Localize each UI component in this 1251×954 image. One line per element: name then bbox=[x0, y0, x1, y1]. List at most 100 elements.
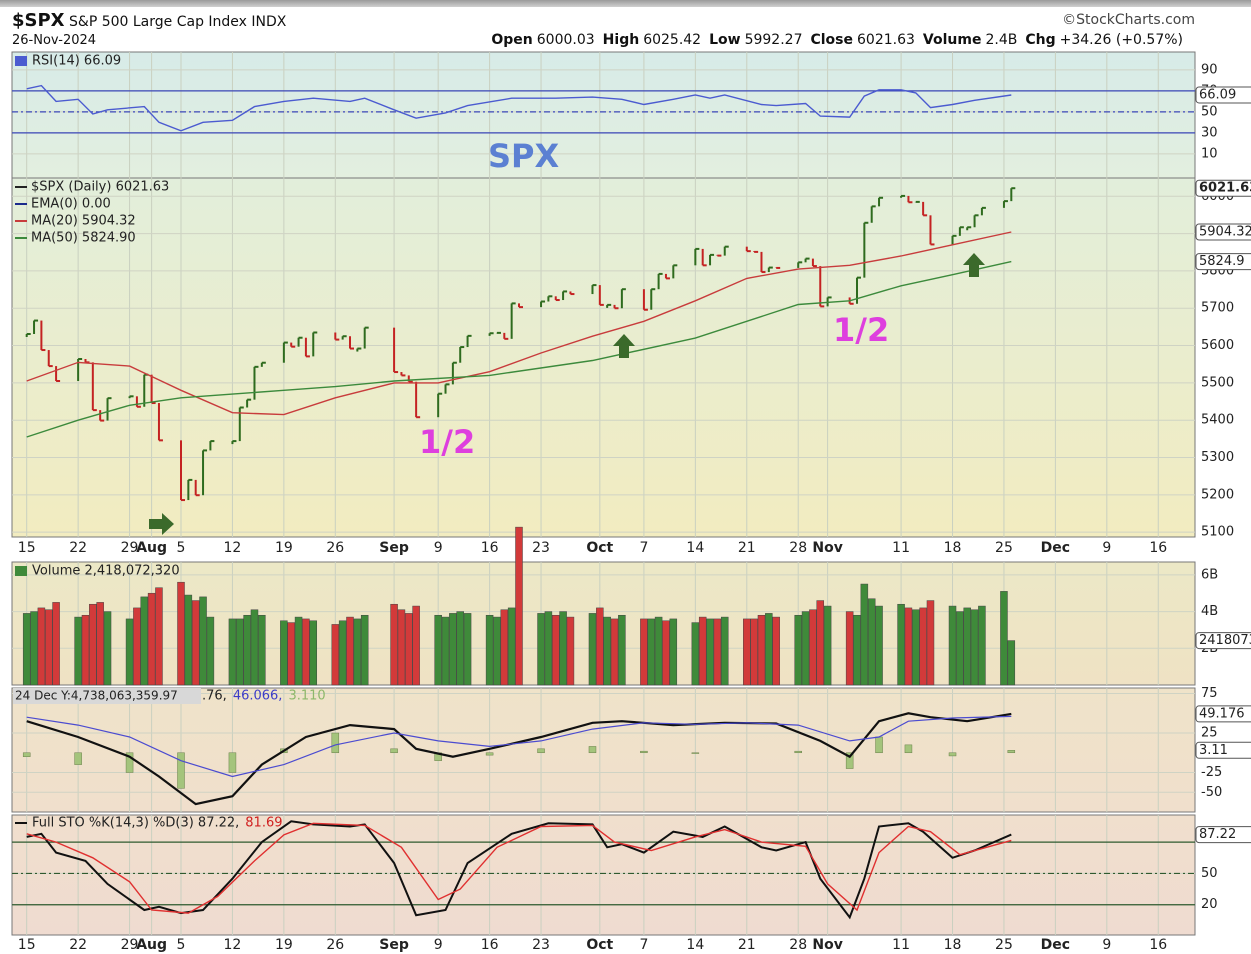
x-tick-label: 18 bbox=[944, 540, 962, 556]
marks bbox=[22, 84, 1016, 920]
value-box bbox=[1195, 632, 1251, 650]
volume-bar bbox=[1000, 591, 1008, 686]
panel bbox=[11, 814, 1196, 936]
x-tick-label: 9 bbox=[1102, 937, 1111, 953]
y-tick-label: 10 bbox=[1201, 146, 1218, 161]
y-tick-label: 20 bbox=[1201, 897, 1218, 912]
volume-bar bbox=[140, 596, 149, 686]
volume-bar bbox=[845, 611, 854, 686]
volume-bar bbox=[81, 614, 90, 686]
y-tick-label: 4B bbox=[1201, 604, 1218, 619]
legend-entry: EMA(0) 0.00 bbox=[31, 197, 111, 212]
volume-bar bbox=[236, 618, 244, 686]
y-tick-label: 90 bbox=[1201, 62, 1218, 77]
volume-bar bbox=[669, 618, 678, 686]
series-line bbox=[26, 712, 1012, 806]
series-line bbox=[26, 260, 1012, 438]
x-tick-label: 23 bbox=[532, 540, 550, 556]
date: 26-Nov-2024 bbox=[12, 33, 97, 48]
volume-bar bbox=[294, 616, 303, 686]
volume-bar bbox=[853, 614, 861, 686]
x-tick-label: 7 bbox=[639, 937, 648, 953]
volume-bar bbox=[978, 605, 986, 686]
y-tick-label: 5300 bbox=[1201, 450, 1234, 465]
volume-bar bbox=[948, 605, 957, 686]
x-tick-label: Aug bbox=[136, 540, 167, 556]
volume-bar bbox=[412, 605, 420, 686]
x-tick-label: 11 bbox=[892, 540, 910, 556]
tooltip: 24 Dec Y:4,738,063,359.97 bbox=[15, 689, 178, 703]
source: ©StockCharts.com bbox=[1062, 12, 1195, 28]
series-line bbox=[26, 822, 1012, 914]
value-box bbox=[1195, 741, 1251, 759]
volume-bar bbox=[618, 614, 626, 686]
value-box-label: 2418073 bbox=[1199, 633, 1251, 648]
volume-bar bbox=[875, 605, 883, 686]
x-tick-label: 15 bbox=[18, 937, 36, 953]
quote-value: 6021.63 bbox=[857, 32, 915, 48]
volume-bar bbox=[765, 613, 773, 686]
volume-bar bbox=[346, 616, 354, 686]
volume-bar bbox=[559, 611, 567, 686]
volume-bar bbox=[485, 614, 494, 686]
x-tick-label: 14 bbox=[686, 937, 704, 953]
volume-bar bbox=[500, 609, 509, 686]
volume-bar bbox=[338, 620, 347, 686]
volume-bar bbox=[37, 607, 46, 686]
volume-bar bbox=[691, 622, 700, 686]
histogram-bar bbox=[948, 752, 957, 757]
histogram-bar bbox=[22, 752, 31, 757]
index-name: S&P 500 Large Cap Index bbox=[69, 14, 247, 30]
histogram-bar bbox=[691, 752, 700, 754]
y-tick-label: 5500 bbox=[1201, 375, 1234, 390]
backgrounds bbox=[11, 51, 1196, 936]
volume-bar bbox=[103, 611, 112, 686]
volume-bar bbox=[155, 587, 163, 686]
value-box-label: 49.176 bbox=[1199, 706, 1245, 721]
volume-bar bbox=[919, 607, 927, 686]
panel bbox=[11, 687, 1196, 813]
x-tick-label: Dec bbox=[1041, 540, 1070, 556]
volume-bar bbox=[970, 609, 979, 686]
volume-bar bbox=[867, 598, 876, 686]
x-tick-label: 5 bbox=[177, 540, 186, 556]
histogram-bar bbox=[390, 748, 398, 754]
volume-bar bbox=[125, 618, 134, 686]
volume-bar bbox=[177, 581, 185, 686]
volume-bar bbox=[610, 618, 619, 686]
volume-bar bbox=[184, 594, 193, 686]
volume-bar bbox=[551, 614, 560, 686]
value-box bbox=[1195, 223, 1251, 241]
panel-title: RSI(14) 66.09 bbox=[32, 54, 121, 69]
quote-label: Volume bbox=[922, 32, 982, 48]
volume-bar bbox=[206, 616, 215, 686]
volume-bar bbox=[566, 616, 575, 686]
y-tick-label: -25 bbox=[1201, 765, 1222, 780]
x-tick-label: Sep bbox=[379, 937, 409, 953]
histogram-bar bbox=[845, 752, 854, 769]
volume-bar bbox=[74, 616, 82, 686]
volume-bar bbox=[250, 609, 259, 686]
histogram-bar bbox=[228, 752, 237, 773]
x-tick-label: 19 bbox=[275, 937, 293, 953]
volume-bar bbox=[647, 618, 656, 686]
panel-title: 81.69 bbox=[245, 816, 282, 831]
volume-bar bbox=[44, 609, 53, 686]
volume-bar bbox=[544, 611, 553, 686]
volume-bar bbox=[794, 614, 802, 686]
histogram-bar bbox=[537, 748, 545, 754]
volume-bar bbox=[434, 614, 442, 686]
arrow bbox=[963, 253, 985, 277]
quote-value: 2.4B bbox=[985, 32, 1018, 48]
series-line bbox=[26, 715, 1012, 778]
x-tick-label: 29 bbox=[121, 540, 139, 556]
volume-bar bbox=[191, 600, 200, 686]
half-label: 1/2 bbox=[833, 311, 889, 349]
value-box bbox=[1195, 179, 1251, 197]
y-tick-label: -50 bbox=[1201, 785, 1222, 800]
volume-bar bbox=[353, 618, 362, 686]
volume-bar bbox=[463, 613, 472, 686]
legend-entry: MA(20) 5904.32 bbox=[31, 214, 136, 229]
histogram-bar bbox=[588, 746, 597, 754]
